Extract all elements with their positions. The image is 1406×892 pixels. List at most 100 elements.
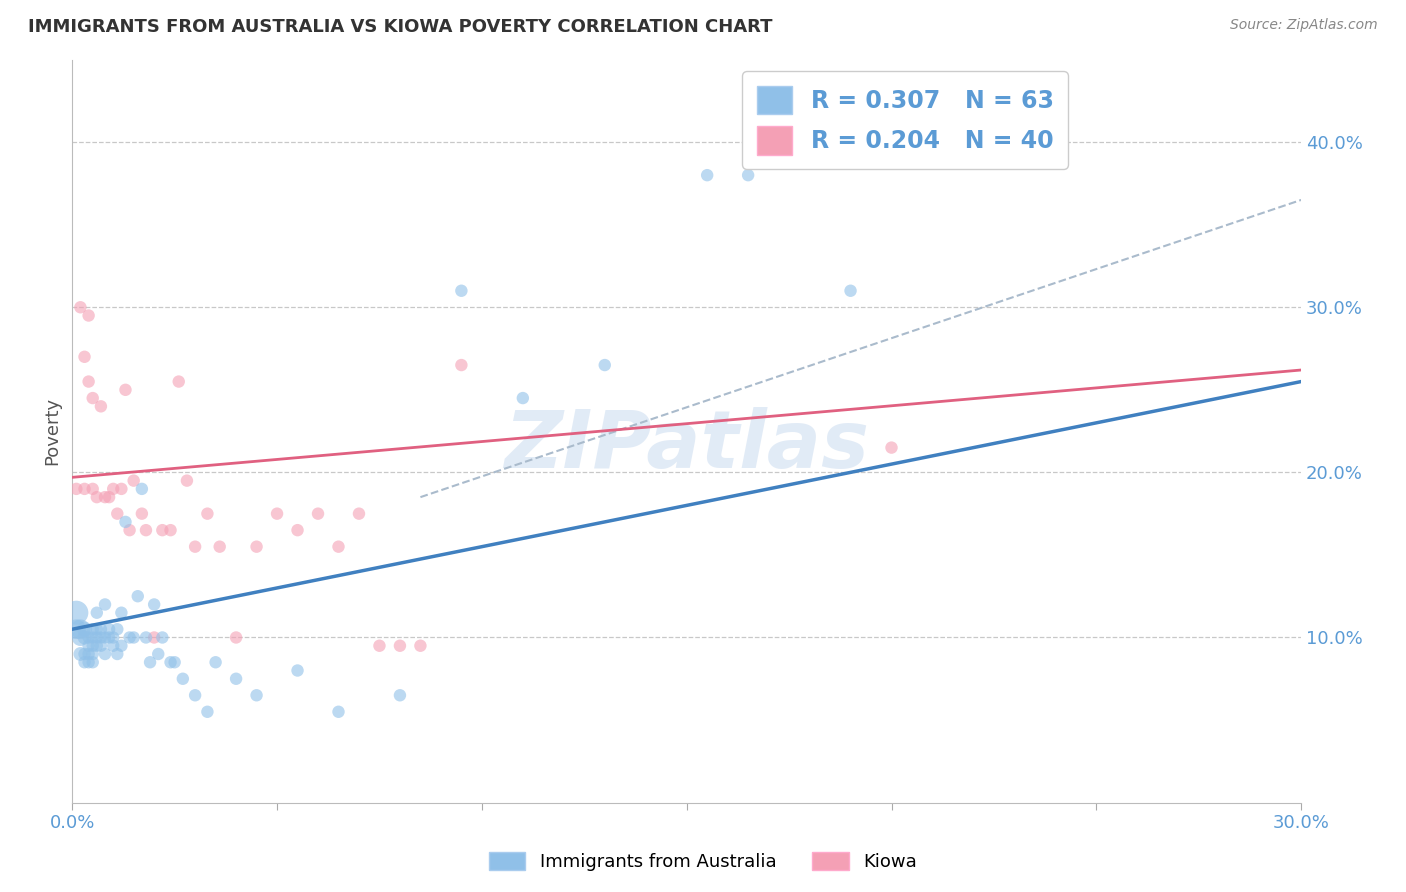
Point <box>77 631 100 645</box>
Point <box>82 631 104 645</box>
Point <box>159 655 181 669</box>
Point <box>82 391 104 405</box>
Point <box>328 705 350 719</box>
Point <box>86 490 108 504</box>
Point <box>122 474 145 488</box>
Point <box>184 540 207 554</box>
Point <box>143 631 166 645</box>
Point <box>82 482 104 496</box>
Point <box>82 639 104 653</box>
Point <box>150 523 173 537</box>
Point <box>86 631 108 645</box>
Point <box>176 474 198 488</box>
Point <box>77 639 100 653</box>
Point <box>696 168 718 182</box>
Point <box>737 168 759 182</box>
Point <box>266 507 288 521</box>
Point <box>167 375 190 389</box>
Point <box>82 622 104 636</box>
Y-axis label: Poverty: Poverty <box>44 397 60 465</box>
Point <box>65 622 87 636</box>
Point <box>82 647 104 661</box>
Text: Source: ZipAtlas.com: Source: ZipAtlas.com <box>1230 18 1378 32</box>
Point <box>159 523 181 537</box>
Point <box>388 639 411 653</box>
Point <box>225 672 247 686</box>
Point <box>163 655 186 669</box>
Point <box>143 598 166 612</box>
Point <box>73 350 96 364</box>
Point <box>69 647 91 661</box>
Point <box>103 631 125 645</box>
Point <box>131 507 153 521</box>
Point <box>328 540 350 554</box>
Point <box>69 622 91 636</box>
Text: ZIPatlas: ZIPatlas <box>505 407 869 485</box>
Point <box>148 647 170 661</box>
Point <box>450 358 472 372</box>
Point <box>512 391 534 405</box>
Point <box>105 647 128 661</box>
Point <box>839 284 862 298</box>
Point <box>139 655 162 669</box>
Point <box>90 622 112 636</box>
Point <box>409 639 432 653</box>
Point <box>90 639 112 653</box>
Point <box>307 507 329 521</box>
Point <box>593 358 616 372</box>
Point <box>110 482 132 496</box>
Point <box>77 375 100 389</box>
Point <box>114 515 136 529</box>
Point <box>73 631 96 645</box>
Legend: Immigrants from Australia, Kiowa: Immigrants from Australia, Kiowa <box>482 845 924 879</box>
Point <box>880 441 903 455</box>
Point <box>208 540 231 554</box>
Point <box>103 639 125 653</box>
Point <box>77 309 100 323</box>
Point <box>105 507 128 521</box>
Point <box>103 482 125 496</box>
Point <box>172 672 194 686</box>
Point <box>114 383 136 397</box>
Point <box>110 606 132 620</box>
Point <box>94 647 117 661</box>
Point <box>73 647 96 661</box>
Point <box>69 300 91 314</box>
Point <box>94 598 117 612</box>
Point <box>388 688 411 702</box>
Point <box>118 631 141 645</box>
Point <box>73 655 96 669</box>
Point <box>73 622 96 636</box>
Point <box>197 705 219 719</box>
Point <box>450 284 472 298</box>
Point <box>82 655 104 669</box>
Point <box>368 639 391 653</box>
Point <box>105 622 128 636</box>
Point <box>135 523 157 537</box>
Point <box>118 523 141 537</box>
Point <box>135 631 157 645</box>
Point <box>86 622 108 636</box>
Legend: R = 0.307   N = 63, R = 0.204   N = 40: R = 0.307 N = 63, R = 0.204 N = 40 <box>742 71 1069 169</box>
Point <box>90 400 112 414</box>
Point <box>204 655 226 669</box>
Point <box>245 540 267 554</box>
Point <box>90 631 112 645</box>
Point <box>65 606 87 620</box>
Point <box>197 507 219 521</box>
Point <box>98 490 121 504</box>
Point <box>98 622 121 636</box>
Point <box>94 631 117 645</box>
Point <box>347 507 370 521</box>
Point <box>110 639 132 653</box>
Point <box>127 589 149 603</box>
Point <box>73 482 96 496</box>
Point <box>65 482 87 496</box>
Point <box>86 606 108 620</box>
Point <box>98 631 121 645</box>
Point <box>287 664 309 678</box>
Point <box>184 688 207 702</box>
Point <box>77 647 100 661</box>
Point <box>245 688 267 702</box>
Point <box>122 631 145 645</box>
